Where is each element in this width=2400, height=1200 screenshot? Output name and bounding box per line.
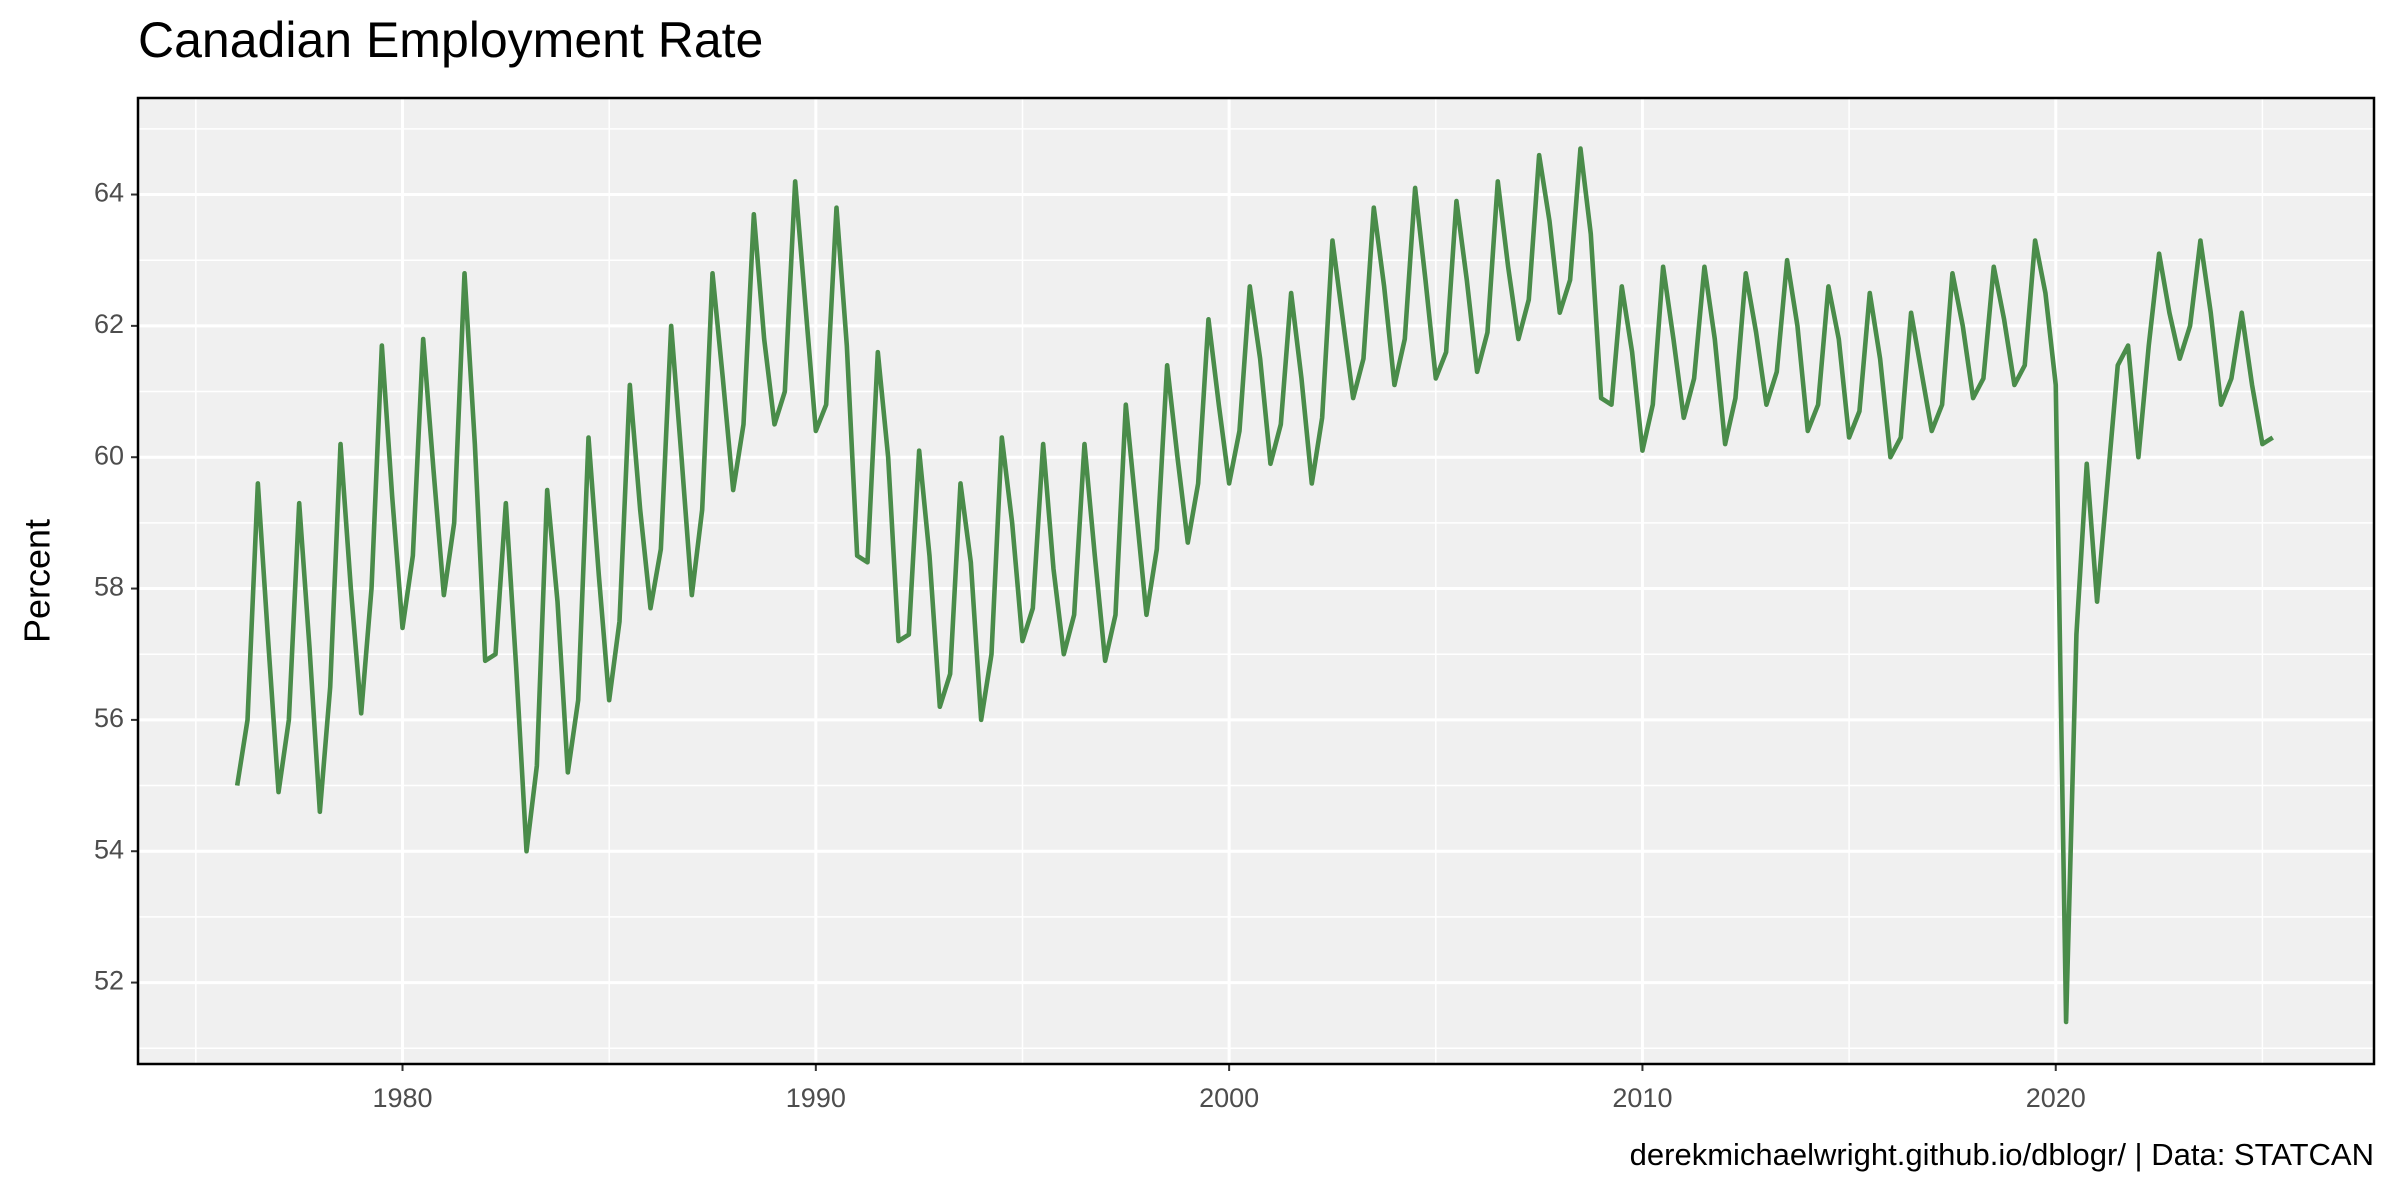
y-axis-label: Percent — [17, 519, 58, 643]
chart-title: Canadian Employment Rate — [138, 12, 763, 68]
y-tick-label: 60 — [94, 440, 124, 470]
x-tick-label: 1990 — [786, 1083, 846, 1113]
x-tick-label: 2000 — [1199, 1083, 1259, 1113]
y-tick-label: 56 — [94, 703, 124, 733]
x-tick-label: 2010 — [1612, 1083, 1672, 1113]
y-tick-label: 62 — [94, 309, 124, 339]
y-tick-label: 64 — [94, 178, 124, 208]
y-tick-label: 54 — [94, 834, 124, 864]
y-tick-label: 52 — [94, 966, 124, 996]
y-tick-label: 58 — [94, 572, 124, 602]
caption: derekmichaelwright.github.io/dblogr/ | D… — [1630, 1137, 2374, 1172]
x-tick-label: 2020 — [2026, 1083, 2086, 1113]
x-tick-label: 1980 — [372, 1083, 432, 1113]
plot-panel — [138, 98, 2374, 1064]
plot-border — [136, 96, 2376, 1066]
series-line — [234, 146, 2274, 1025]
